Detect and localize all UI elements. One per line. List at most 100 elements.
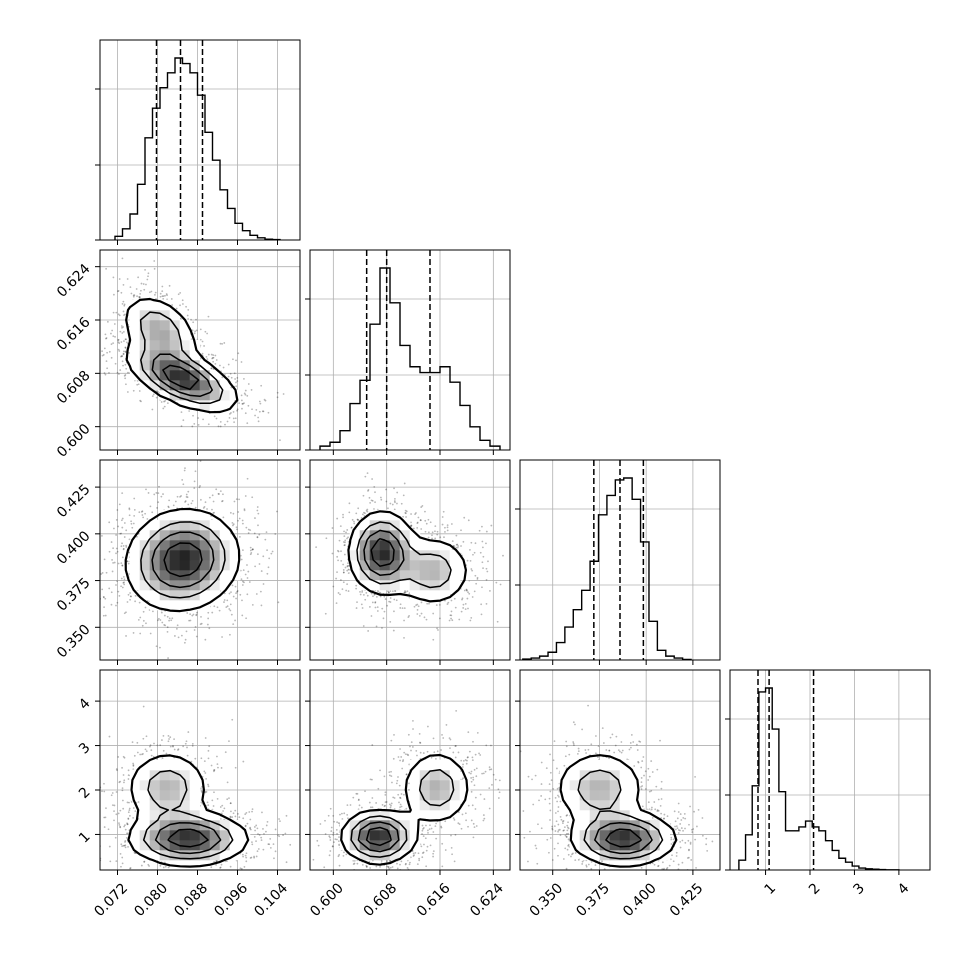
sample-point [438,617,441,620]
sample-point [113,527,115,530]
sample-point [485,602,488,605]
sample-point [487,560,489,563]
sample-point [241,402,244,405]
density-cell [159,389,171,401]
sample-point [341,588,344,591]
density-cell [129,349,141,361]
sample-point [162,734,165,737]
sample-point [381,607,384,610]
sample-point [125,611,127,614]
sample-point [124,347,127,349]
sample-point [133,497,136,500]
sample-point [134,594,137,597]
sample-point [167,505,170,508]
sample-point [163,623,166,626]
sample-point [273,857,275,860]
sample-point [161,295,164,298]
sample-point [344,539,347,542]
sample-point [342,513,344,516]
sample-point [259,590,262,593]
sample-point [157,391,160,393]
sample-point [121,517,124,520]
density-cell [449,559,461,571]
sample-point [364,598,367,601]
sample-point [115,547,118,550]
sample-point [120,291,123,294]
density-cell [199,509,211,521]
sample-point [182,419,185,422]
sample-point [437,629,439,631]
sample-point [191,425,194,428]
sample-point [145,488,147,491]
density-cell [169,309,181,321]
sample-point [118,350,121,352]
sample-point [168,284,171,287]
sample-point [167,506,170,509]
sample-point [177,872,179,874]
sample-point [470,541,473,544]
sample-point [226,860,228,862]
sample-point [140,289,142,292]
sample-point [136,383,139,386]
sample-point [181,479,184,481]
sample-point [235,498,238,501]
sample-point [244,573,247,576]
sample-point [92,575,94,577]
sample-point [199,498,202,501]
panel-frame [99,249,301,451]
sample-point [342,541,345,543]
x-tick-label: 0.088 [171,880,211,920]
sample-point [256,536,259,539]
sample-point [165,752,168,755]
histogram-step-line [319,267,501,450]
sample-point [340,550,342,553]
sample-point [188,410,191,412]
sample-point [95,570,97,572]
sample-point [391,590,394,593]
sample-point [474,574,477,577]
density-cell [179,399,191,411]
sample-point [475,582,478,585]
sample-point [234,809,237,812]
sample-point [381,627,383,629]
sample-point [130,292,133,295]
density-cell [139,579,151,591]
sample-point [138,390,141,392]
sample-point [255,593,258,595]
sample-point [198,486,201,489]
sample-point [336,555,339,558]
density-cell [409,569,421,581]
sample-point [200,615,202,618]
sample-point [395,599,398,602]
sample-point [405,516,407,518]
sample-point [130,520,133,523]
sample-point [392,629,395,632]
sample-point [404,512,407,515]
sample-point [151,408,154,411]
sample-point [135,288,138,290]
y-tick-label: 0.608 [54,368,94,408]
sample-point [156,507,158,509]
sample-point [285,814,288,817]
sample-point [124,351,127,354]
sample-point [401,607,404,610]
sample-point [110,343,113,346]
sample-point [147,272,150,275]
sample-point [213,511,215,514]
sample-point [426,602,429,605]
density-cell [129,299,141,311]
sample-point [122,352,125,355]
density-cell [189,529,201,541]
sample-point [148,291,151,294]
scatter-layer [315,472,504,641]
sample-point [213,415,216,418]
sample-point [199,623,202,626]
sample-point [355,584,358,587]
sample-point [170,298,173,300]
density-cell [139,549,151,561]
sample-point [219,364,221,367]
sample-point [138,601,141,604]
sample-point [436,533,439,536]
density-cell [139,319,151,331]
density-cell [209,389,221,401]
